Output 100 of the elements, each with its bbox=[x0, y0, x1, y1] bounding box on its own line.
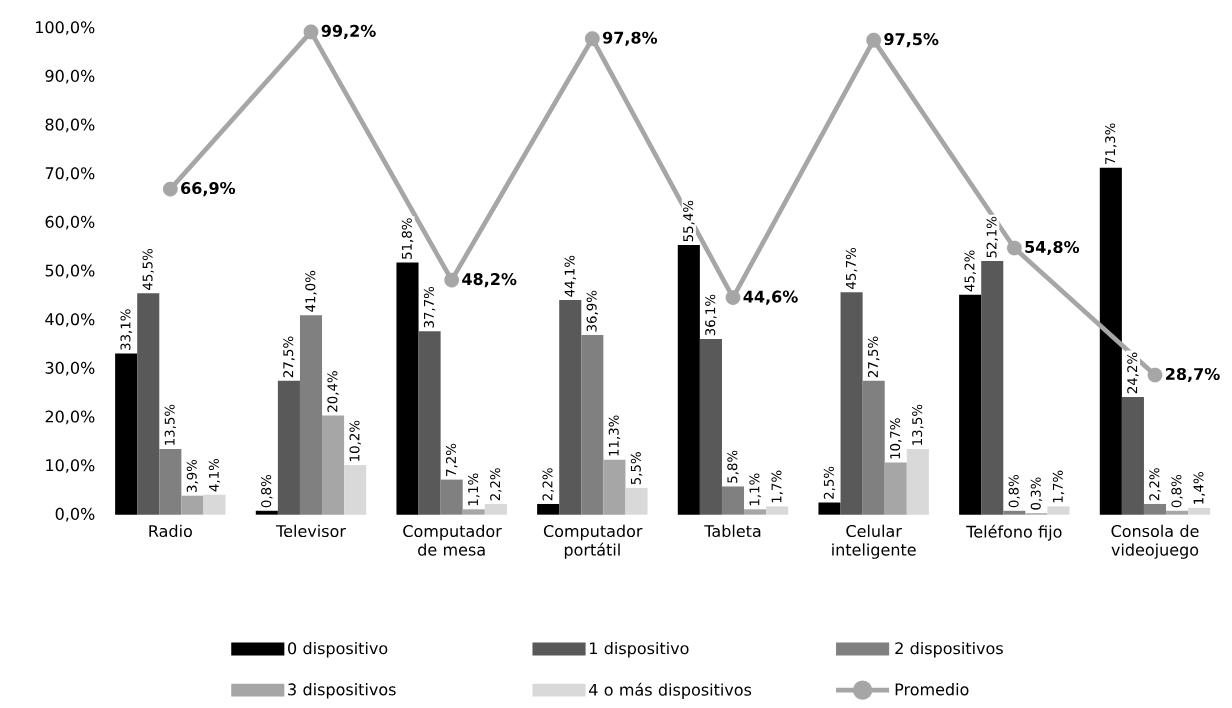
bar bbox=[344, 465, 367, 515]
bar bbox=[581, 335, 604, 515]
data-label: 28,7% bbox=[1166, 367, 1220, 383]
data-label: 99,2% bbox=[321, 24, 376, 39]
legend-label: 4 o más dispositivos bbox=[589, 682, 752, 699]
data-label: 45,7% bbox=[845, 247, 858, 289]
bar bbox=[203, 494, 226, 515]
data-label: 2,5% bbox=[823, 466, 836, 499]
y-tick-label: 0,0% bbox=[55, 507, 95, 522]
bar bbox=[677, 245, 700, 515]
bar bbox=[181, 495, 204, 515]
legend-label: 0 dispositivo bbox=[288, 641, 388, 658]
data-label: 5,5% bbox=[630, 452, 643, 485]
bar bbox=[744, 509, 767, 515]
x-tick-label: Tableta bbox=[704, 524, 761, 538]
x-tick-label: Computador de mesa bbox=[403, 524, 502, 556]
y-tick-label: 90,0% bbox=[45, 69, 95, 84]
bar bbox=[981, 261, 1004, 515]
data-label: 2,2% bbox=[542, 468, 554, 501]
data-label: 1,7% bbox=[771, 470, 783, 503]
data-label: 36,9% bbox=[586, 290, 599, 332]
data-label: 3,9% bbox=[186, 459, 199, 492]
point bbox=[444, 272, 460, 288]
point bbox=[162, 181, 178, 197]
data-label: 97,5% bbox=[884, 33, 939, 48]
data-label: 7,2% bbox=[445, 443, 458, 476]
data-label: 36,1% bbox=[705, 294, 717, 336]
legend-label: 3 dispositivos bbox=[288, 683, 396, 699]
x-tick-label: Celular inteligente bbox=[832, 524, 916, 559]
bar bbox=[537, 503, 560, 515]
data-label: 11,3% bbox=[608, 415, 621, 456]
data-label: 55,4% bbox=[683, 200, 695, 242]
bar bbox=[840, 292, 863, 515]
y-tick-label: 10,0% bbox=[46, 459, 95, 473]
bar bbox=[721, 486, 745, 515]
data-label: 44,1% bbox=[564, 255, 576, 297]
bar bbox=[440, 479, 463, 515]
data-label: 20,4% bbox=[327, 371, 339, 412]
data-label: 0,8% bbox=[1008, 474, 1021, 508]
bar bbox=[255, 510, 278, 515]
data-label: 52,1% bbox=[986, 216, 998, 258]
data-label: 45,5% bbox=[142, 248, 154, 290]
data-label: 27,5% bbox=[867, 336, 880, 378]
bar bbox=[603, 459, 626, 515]
data-label: 2,2% bbox=[490, 468, 502, 501]
bar bbox=[396, 262, 419, 515]
legend-label: 1 dispositivo bbox=[590, 641, 689, 658]
bar bbox=[906, 448, 929, 515]
bar bbox=[462, 509, 485, 515]
point bbox=[725, 290, 741, 306]
data-label: 2,2% bbox=[1149, 468, 1161, 501]
bar bbox=[322, 415, 345, 515]
bar bbox=[1143, 503, 1167, 515]
data-label: 1,7% bbox=[1052, 470, 1065, 503]
bar bbox=[862, 380, 885, 515]
bar bbox=[699, 338, 722, 515]
point bbox=[584, 31, 600, 47]
data-label: 1,4% bbox=[1193, 472, 1205, 504]
bar bbox=[959, 294, 982, 515]
bar bbox=[1121, 396, 1144, 515]
x-tick-label: Computador portátil bbox=[543, 524, 643, 559]
bar bbox=[484, 503, 507, 515]
x-tick-label: Radio bbox=[149, 524, 192, 538]
data-label: 10,7% bbox=[890, 418, 902, 459]
point bbox=[866, 32, 882, 48]
x-tick-label: Consola de videojuego bbox=[1111, 524, 1199, 559]
data-label: 27,5% bbox=[283, 336, 295, 378]
y-tick-label: 40,0% bbox=[45, 313, 95, 327]
bar bbox=[137, 293, 160, 515]
data-label: 44,6% bbox=[743, 290, 798, 305]
bar bbox=[1047, 506, 1070, 515]
bar bbox=[1099, 167, 1122, 515]
bar bbox=[1166, 510, 1189, 515]
data-label: 71,3% bbox=[1105, 123, 1117, 164]
data-label: 54,8% bbox=[1025, 240, 1080, 256]
x-tick-label: Teléfono fijo bbox=[966, 524, 1062, 541]
data-label: 37,7% bbox=[423, 286, 436, 328]
y-tick-label: 30,0% bbox=[45, 361, 95, 376]
x-tick-label: Televisor bbox=[276, 524, 346, 538]
y-tick-label: 100,0% bbox=[36, 21, 95, 35]
bar bbox=[818, 502, 841, 515]
data-label: 0,3% bbox=[1030, 477, 1043, 510]
bar bbox=[1003, 510, 1026, 515]
data-label: 48,2% bbox=[462, 273, 517, 288]
data-label: 41,0% bbox=[305, 270, 317, 312]
data-label: 51,8% bbox=[401, 218, 414, 259]
data-label: 10,2% bbox=[349, 420, 361, 461]
y-tick-label: 60,0% bbox=[45, 215, 95, 230]
y-tick-label: 50,0% bbox=[45, 264, 95, 279]
y-tick-label: 80,0% bbox=[45, 118, 95, 133]
bar bbox=[1188, 507, 1211, 515]
data-label: 0,8% bbox=[261, 474, 273, 508]
data-label: 13,5% bbox=[912, 404, 924, 445]
data-label: 66,9% bbox=[181, 182, 236, 197]
data-label: 33,1% bbox=[120, 309, 132, 350]
bar bbox=[159, 448, 182, 515]
point bbox=[303, 24, 319, 40]
legend-label: 2 dispositivos bbox=[895, 641, 1003, 658]
data-label: 13,5% bbox=[164, 404, 177, 445]
data-label: 0,8% bbox=[1171, 474, 1183, 508]
